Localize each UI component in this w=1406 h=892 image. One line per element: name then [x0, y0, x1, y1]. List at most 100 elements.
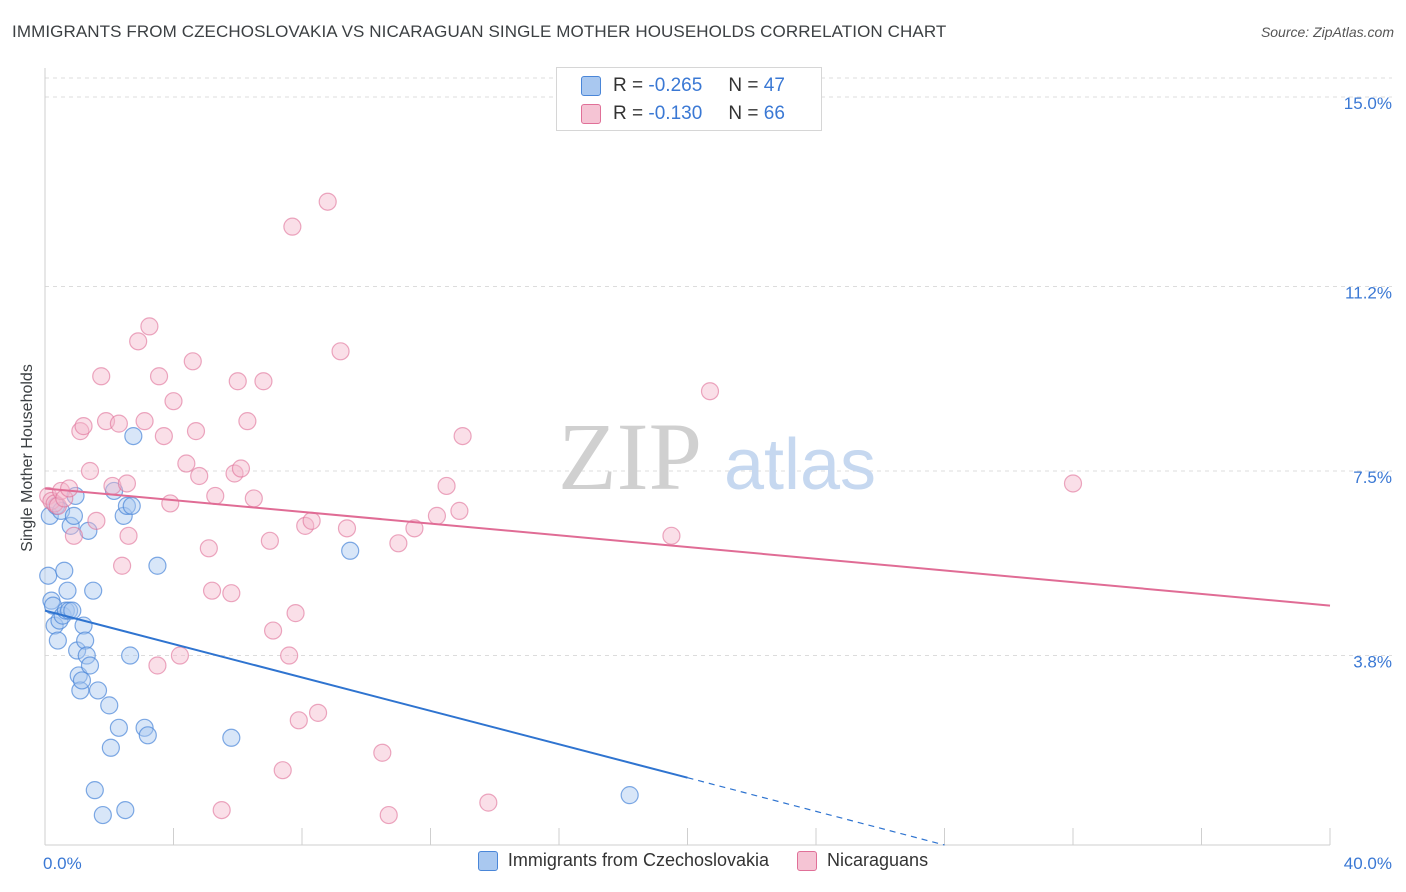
czechoslovakia-point: [117, 496, 137, 516]
nicaraguans-point: [135, 412, 154, 431]
nicaraguans-point: [373, 743, 392, 762]
y-tick-label: 7.5%: [1353, 468, 1392, 487]
nicaraguans-point: [170, 646, 190, 665]
nicaraguans-point: [222, 584, 241, 603]
nicaraguans-point: [231, 459, 251, 478]
czechoslovakia-point: [222, 728, 241, 747]
czechoslovakia-point: [48, 631, 67, 650]
nicaraguans-point: [48, 496, 67, 516]
czechoslovakia-point: [85, 781, 104, 800]
trend-lines: [44, 487, 1331, 846]
legend-r-label: R =: [613, 103, 644, 124]
nicaraguans-point: [92, 367, 111, 386]
legend-r-label: R =: [613, 75, 644, 96]
nicaraguans-point: [64, 526, 84, 545]
nicaraguans-point: [112, 556, 132, 575]
nicaraguans-point: [59, 479, 79, 498]
nicaraguans-point: [80, 461, 100, 481]
nicaraguans-point: [337, 519, 357, 538]
nicaraguans-point: [405, 519, 424, 538]
series-legend: Immigrants from Czechoslovakia Nicaragua…: [0, 850, 1406, 871]
nicaraguans-point: [164, 392, 183, 411]
czechoslovakia-point: [84, 581, 103, 600]
nicaraguans-point: [183, 352, 202, 371]
czechoslovakia-point: [148, 556, 167, 575]
nicaraguans-trendline: [44, 487, 1331, 607]
nicaraguans-point: [254, 372, 273, 391]
nicaraguans-point: [117, 474, 137, 493]
nicaraguans-point: [186, 422, 206, 441]
y-tick-label: 3.8%: [1353, 653, 1392, 672]
nicaraguans-point: [389, 534, 408, 553]
legend-n-label: N =: [728, 75, 759, 96]
x-tick-label: 40.0%: [1344, 854, 1392, 873]
gridlines: [45, 77, 1392, 657]
nicaraguans-point: [202, 581, 222, 600]
legend-swatch-blue: [477, 850, 498, 871]
nicaraguans-point: [260, 531, 279, 550]
czechoslovakia-point: [76, 631, 95, 650]
czechoslovakia-point: [64, 506, 84, 525]
nicaraguans-point: [273, 761, 292, 780]
source-label: Source: ZipAtlas.com: [1260, 24, 1394, 40]
nicaraguans-point: [1063, 474, 1083, 493]
series-nicaraguans: [39, 192, 1083, 825]
watermark-zip: ZIP: [558, 403, 702, 510]
nicaraguans-point: [140, 317, 159, 336]
legend-r-value: -0.130: [648, 103, 703, 124]
czechoslovakia-point: [620, 786, 639, 805]
nicaraguans-point: [161, 494, 180, 513]
legend-item-czechoslovakia[interactable]: Immigrants from Czechoslovakia: [477, 850, 769, 871]
nicaraguans-point: [289, 711, 308, 730]
nicaraguans-point: [331, 342, 350, 361]
legend-swatch-pink: [581, 104, 601, 124]
czechoslovakia-point: [122, 496, 141, 516]
legend-swatch-pink: [797, 850, 818, 871]
nicaraguans-point: [427, 506, 447, 525]
legend-swatch-blue: [581, 76, 601, 96]
czechoslovakia-point: [58, 581, 77, 600]
nicaraguans-point: [662, 526, 681, 545]
czechoslovakia-point: [93, 805, 112, 825]
czechoslovakia-point: [121, 646, 140, 665]
nicaraguans-point: [450, 501, 469, 520]
nicaraguans-point: [263, 621, 283, 640]
czechoslovakia-point: [341, 541, 360, 560]
legend-n-value: 66: [763, 103, 785, 124]
nicaraguans-point: [177, 454, 196, 473]
nicaraguans-point: [453, 426, 472, 446]
watermark: ZIP atlas: [558, 403, 876, 510]
nicaraguans-point: [71, 422, 90, 441]
nicaraguans-point: [149, 367, 169, 386]
nicaraguans-point: [212, 800, 231, 820]
czechoslovakia-point: [109, 718, 128, 737]
chart-title: IMMIGRANTS FROM CZECHOSLOVAKIA VS NICARA…: [12, 22, 947, 41]
czechoslovakia-point: [100, 696, 119, 715]
czechoslovakia-point: [61, 516, 80, 535]
nicaraguans-point: [244, 489, 263, 508]
czechoslovakia-point: [39, 566, 58, 585]
czechoslovakia-point: [77, 646, 96, 665]
nicaraguans-point: [228, 372, 247, 391]
nicaraguans-point: [437, 476, 456, 496]
nicaraguans-point: [87, 511, 106, 530]
axes: [44, 68, 1331, 846]
czechoslovakia-trendline-extension: [687, 777, 945, 846]
nicaraguans-point: [238, 412, 257, 431]
correlation-legend: R = -0.265 N = 47 R = -0.130 N = 66: [556, 67, 822, 131]
czechoslovakia-point: [116, 800, 135, 820]
legend-row-nicaraguans: R = -0.130 N = 66: [581, 101, 785, 127]
nicaraguans-point: [154, 426, 173, 446]
nicaraguans-point: [206, 486, 225, 506]
nicaraguans-point: [308, 703, 328, 722]
czechoslovakia-point: [124, 426, 143, 446]
czechoslovakia-point: [55, 561, 74, 580]
legend-label-nicaraguans: Nicaraguans: [827, 850, 929, 870]
nicaraguans-point: [479, 793, 498, 812]
nicaraguans-point: [286, 604, 305, 623]
legend-item-nicaraguans[interactable]: Nicaraguans: [797, 850, 928, 871]
nicaraguans-point: [129, 332, 148, 351]
nicaraguans-point: [119, 526, 138, 545]
czechoslovakia-point: [138, 726, 157, 745]
